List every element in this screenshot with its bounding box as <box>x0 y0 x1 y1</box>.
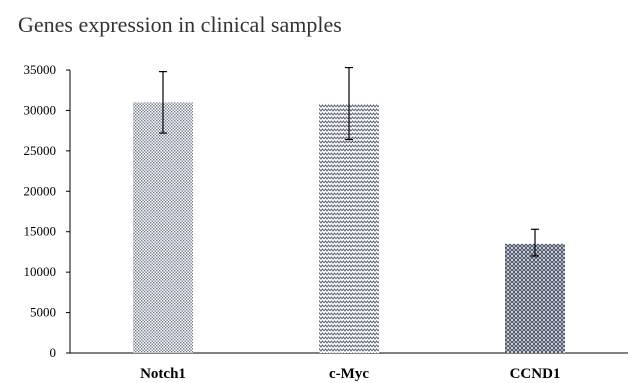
y-tick-label: 25000 <box>24 143 57 158</box>
y-tick-label: 0 <box>50 345 57 360</box>
y-tick-label: 15000 <box>24 224 57 239</box>
category-label: Notch1 <box>140 366 186 382</box>
category-label: CCND1 <box>510 366 561 382</box>
error-bar-c-myc <box>345 66 353 141</box>
y-tick-label: 30000 <box>24 102 57 117</box>
error-bar-notch1 <box>159 71 167 134</box>
bar-c-myc <box>319 103 379 354</box>
y-tick-label: 35000 <box>24 62 57 77</box>
y-tick-label: 10000 <box>24 264 57 279</box>
y-tick-label: 5000 <box>30 305 56 320</box>
bar-notch1 <box>133 102 193 353</box>
category-labels: Notch1 c-Myc CCND1 <box>140 366 560 382</box>
error-bars <box>159 66 539 257</box>
bar-ccnd1 <box>505 243 565 353</box>
bars <box>133 102 565 354</box>
chart-title: Genes expression in clinical samples <box>18 12 342 37</box>
y-axis-ticks: 0 5000 10000 15000 20000 25000 30000 35000 <box>24 62 70 360</box>
error-bar-ccnd1 <box>531 228 539 257</box>
y-tick-label: 20000 <box>24 183 57 198</box>
category-label: c-Myc <box>329 366 369 382</box>
